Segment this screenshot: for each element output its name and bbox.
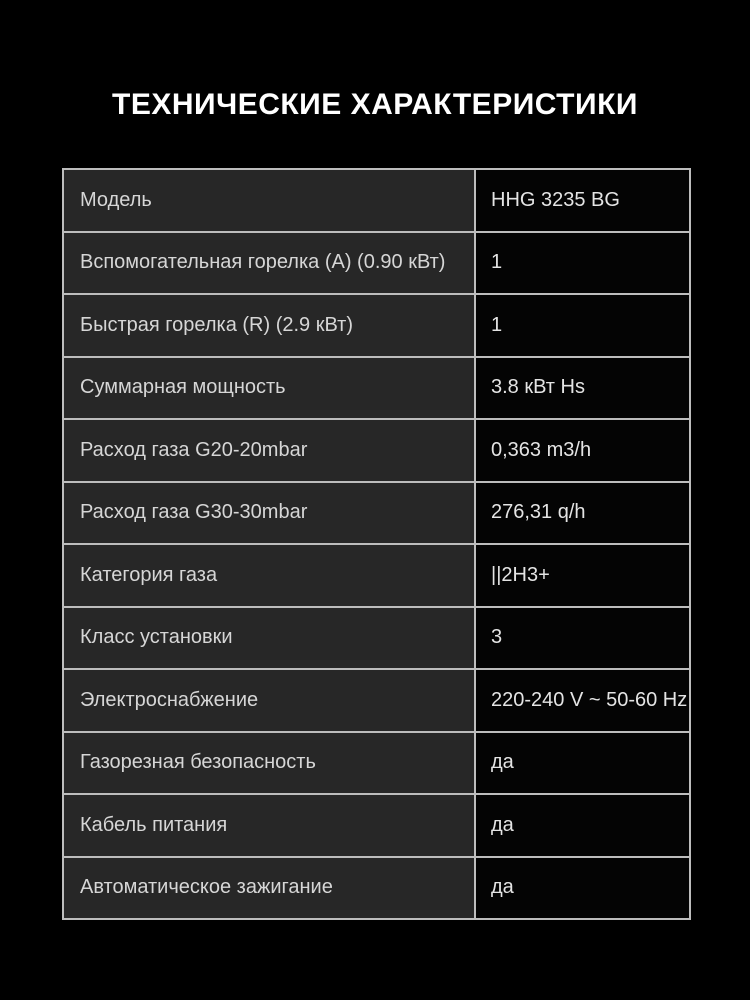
spec-value-cell: ||2H3+ <box>474 543 691 608</box>
spec-label-cell: Быстрая горелка (R) (2.9 кВт) <box>62 293 476 358</box>
spec-label: Автоматическое зажигание <box>80 876 333 899</box>
spec-value: 1 <box>491 313 503 336</box>
spec-label-cell: Газорезная безопасность <box>62 730 476 795</box>
table-row: Быстрая горелка (R) (2.9 кВт) 1 <box>62 293 691 358</box>
table-row: Газорезная безопасность да <box>62 730 691 795</box>
table-row: Расход газа G20-20mbar 0,363 m3/h <box>62 418 691 483</box>
spec-value: HHG 3235 BG <box>491 188 620 211</box>
spec-value: 3.8 кВт Hs <box>491 376 585 399</box>
spec-table-body: Модель HHG 3235 BG Вспомогательная горел… <box>62 168 691 920</box>
spec-label: Быстрая горелка (R) (2.9 кВт) <box>80 313 353 336</box>
spec-value: 3 <box>491 626 503 649</box>
spec-label-cell: Суммарная мощность <box>62 355 476 420</box>
spec-label: Вспомогательная горелка (A) (0.90 кВт) <box>80 251 446 274</box>
spec-value: да <box>491 876 514 899</box>
spec-value: 1 <box>491 251 503 274</box>
spec-table: Модель HHG 3235 BG Вспомогательная горел… <box>62 168 691 920</box>
spec-value-cell: 1 <box>474 293 691 358</box>
table-row: Суммарная мощность 3.8 кВт Hs <box>62 355 691 420</box>
table-row: Автоматическое зажигание да <box>62 855 691 920</box>
spec-label-cell: Расход газа G30-30mbar <box>62 480 476 545</box>
spec-label: Электроснабжение <box>80 688 259 711</box>
spec-label: Расход газа G30-30mbar <box>80 501 308 524</box>
spec-value-cell: да <box>474 793 691 858</box>
table-row: Электроснабжение 220-240 V ~ 50-60 Hz <box>62 668 691 733</box>
spec-label-cell: Электроснабжение <box>62 668 476 733</box>
spec-label-cell: Автоматическое зажигание <box>62 855 476 920</box>
spec-label: Кабель питания <box>80 813 228 836</box>
spec-value-cell: да <box>474 855 691 920</box>
spec-label: Расход газа G20-20mbar <box>80 438 308 461</box>
spec-label: Модель <box>80 188 152 211</box>
spec-label: Суммарная мощность <box>80 376 286 399</box>
spec-label: Газорезная безопасность <box>80 751 316 774</box>
spec-label-cell: Категория газа <box>62 543 476 608</box>
spec-value-cell: HHG 3235 BG <box>474 168 691 233</box>
spec-label-cell: Класс установки <box>62 605 476 670</box>
table-row: Вспомогательная горелка (A) (0.90 кВт) 1 <box>62 230 691 295</box>
page-title: ТЕХНИЧЕСКИЕ ХАРАКТЕРИСТИКИ <box>112 88 638 121</box>
spec-label: Категория газа <box>80 563 218 586</box>
spec-value-cell: 3 <box>474 605 691 670</box>
table-row: Кабель питания да <box>62 793 691 858</box>
spec-value-cell: 276,31 q/h <box>474 480 691 545</box>
spec-value: ||2H3+ <box>491 563 550 586</box>
table-row: Категория газа ||2H3+ <box>62 543 691 608</box>
spec-value-cell: 220-240 V ~ 50-60 Hz <box>474 668 691 733</box>
spec-value: да <box>491 751 514 774</box>
spec-label-cell: Расход газа G20-20mbar <box>62 418 476 483</box>
spec-value: 220-240 V ~ 50-60 Hz <box>491 688 688 711</box>
spec-value-cell: 0,363 m3/h <box>474 418 691 483</box>
spec-label-cell: Модель <box>62 168 476 233</box>
spec-value: 276,31 q/h <box>491 501 586 524</box>
table-row: Класс установки 3 <box>62 605 691 670</box>
spec-value-cell: 1 <box>474 230 691 295</box>
spec-label-cell: Вспомогательная горелка (A) (0.90 кВт) <box>62 230 476 295</box>
spec-value: да <box>491 813 514 836</box>
spec-label: Класс установки <box>80 626 233 649</box>
spec-label-cell: Кабель питания <box>62 793 476 858</box>
table-row: Модель HHG 3235 BG <box>62 168 691 233</box>
spec-value: 0,363 m3/h <box>491 438 592 461</box>
spec-value-cell: 3.8 кВт Hs <box>474 355 691 420</box>
table-row: Расход газа G30-30mbar 276,31 q/h <box>62 480 691 545</box>
spec-value-cell: да <box>474 730 691 795</box>
